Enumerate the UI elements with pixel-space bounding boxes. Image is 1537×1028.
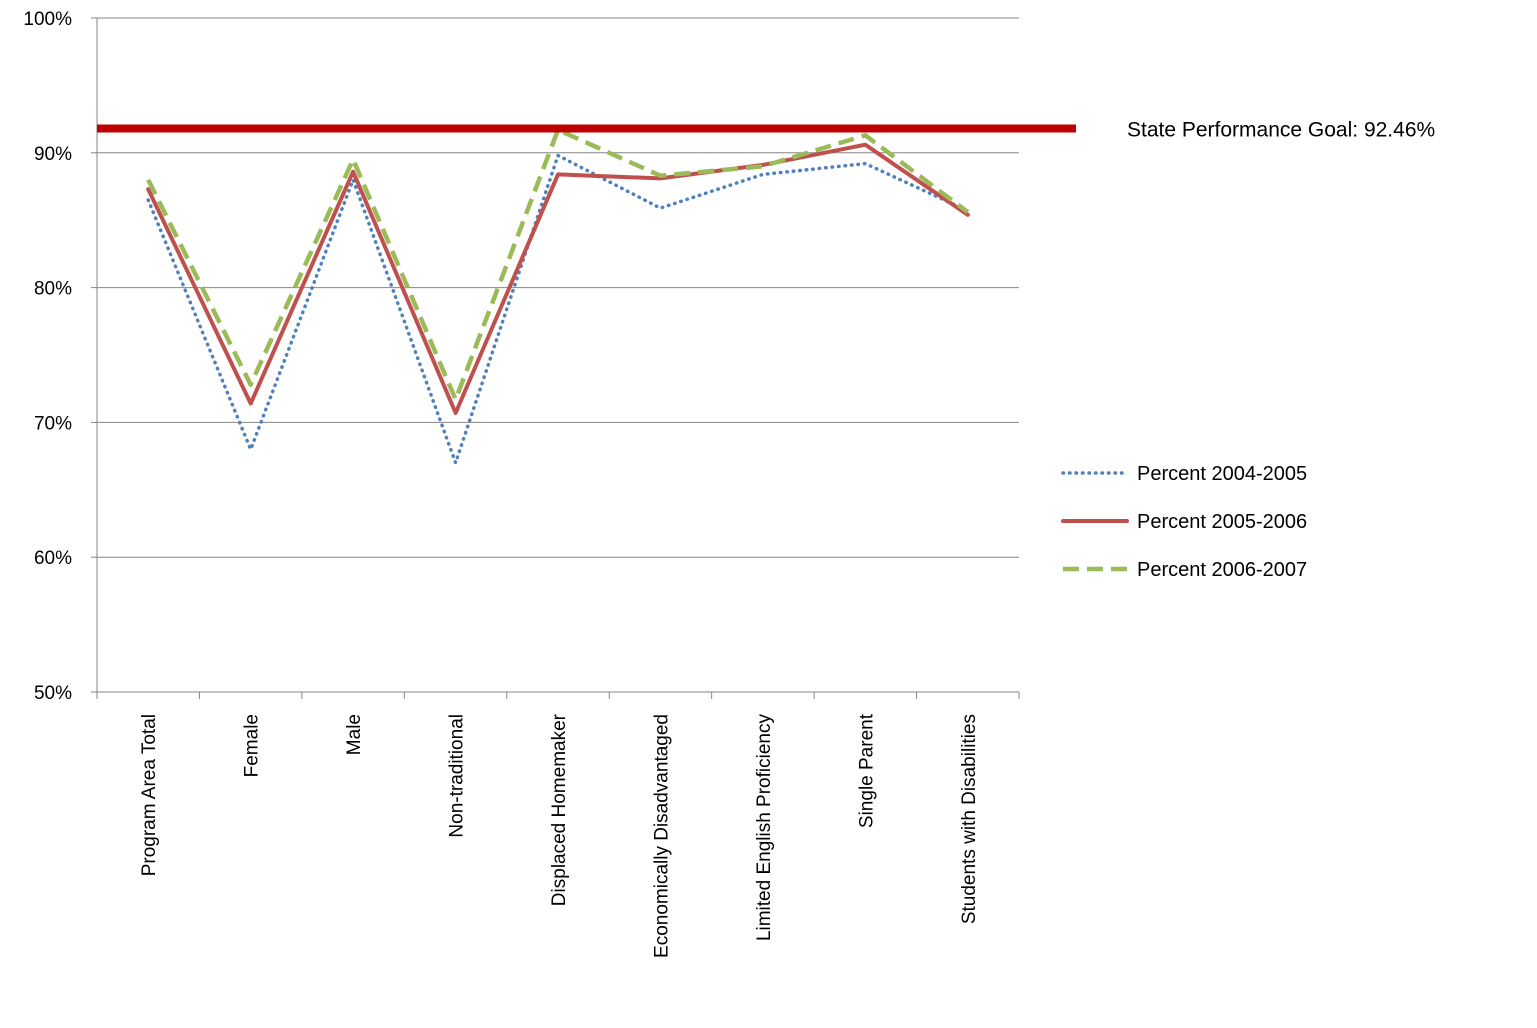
goal-line-group: State Performance Goal: 92.46% — [97, 119, 1435, 142]
y-axis-ticks: 50% 60% 70% 80% 90% 100% — [23, 9, 97, 704]
y-tick-label: 80% — [34, 279, 72, 300]
x-tick-label: Displaced Homemaker — [549, 713, 570, 906]
series-lines — [146, 127, 970, 465]
legend: Percent 2004-2005 Percent 2005-2006 Percen… — [1061, 463, 1307, 581]
series-line-percent-2004-2005 — [146, 153, 970, 465]
y-tick-label: 100% — [23, 9, 72, 30]
y-tick-label: 60% — [34, 548, 72, 569]
x-tick-label: Students with Disabilities — [959, 714, 980, 924]
state-goal-label: State Performance Goal: 92.46% — [1127, 119, 1435, 142]
x-tick-label: Male — [344, 714, 365, 755]
x-tick-label: Economically Disadvantaged — [651, 714, 672, 958]
legend-label: Percent 2006-2007 — [1137, 559, 1307, 581]
x-axis-ticks: Program Area Total Female Male Non-traditio… — [96, 692, 1020, 958]
x-tick-label: Single Parent — [856, 713, 877, 828]
gridlines — [97, 17, 1019, 558]
y-tick-label: 50% — [34, 683, 72, 704]
y-tick-label: 90% — [34, 144, 72, 165]
x-tick-label: Non-traditional — [447, 714, 468, 838]
legend-label: Percent 2005-2006 — [1137, 511, 1307, 533]
x-tick-label: Female — [242, 714, 263, 777]
x-tick-label: Limited English Proficiency — [754, 714, 775, 942]
y-tick-label: 70% — [34, 413, 72, 434]
legend-label: Percent 2004-2005 — [1137, 463, 1307, 485]
x-tick-label: Program Area Total — [139, 714, 160, 876]
series-line-percent-2005-2006 — [146, 142, 970, 415]
